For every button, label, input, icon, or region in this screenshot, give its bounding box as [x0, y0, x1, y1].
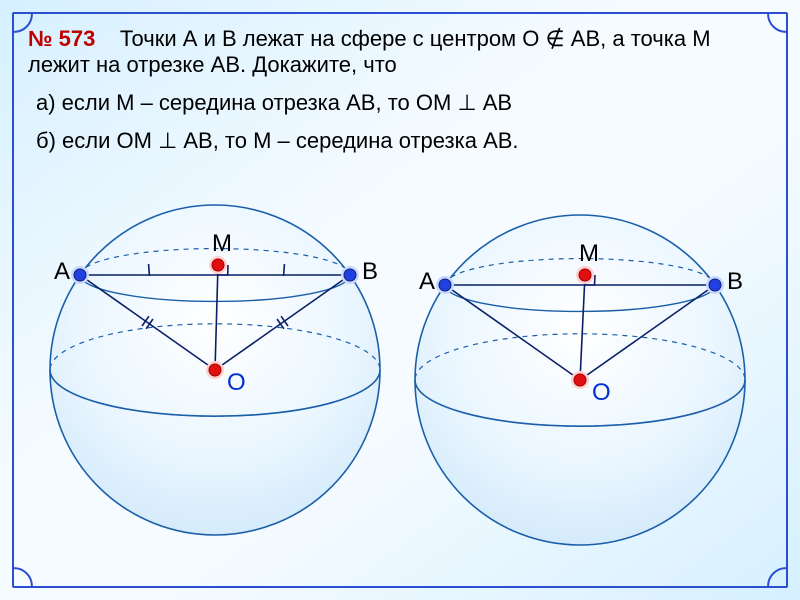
sphere1-label-O: O: [227, 369, 246, 396]
sphere1-label-M: M: [212, 230, 232, 257]
sphere2-point-B: [709, 279, 721, 291]
sphere2-label-B: B: [727, 268, 743, 295]
sphere1-label-B: B: [362, 258, 378, 285]
sphere2-label-A: A: [419, 268, 435, 295]
sphere1-label-A: A: [54, 258, 70, 285]
sphere1-point-O: [209, 364, 221, 376]
sphere2-point-O: [574, 374, 586, 386]
spheres-diagram: A M B O A M B O: [0, 0, 800, 600]
sphere2-point-M: [579, 269, 591, 281]
sphere2-label-O: O: [592, 379, 611, 406]
sphere1-point-A: [74, 269, 86, 281]
sphere1-point-B: [344, 269, 356, 281]
tick: [149, 264, 150, 276]
sphere1-point-M: [212, 259, 224, 271]
tick: [284, 264, 285, 276]
sphere2-point-A: [439, 279, 451, 291]
sphere2-label-M: M: [579, 240, 599, 267]
